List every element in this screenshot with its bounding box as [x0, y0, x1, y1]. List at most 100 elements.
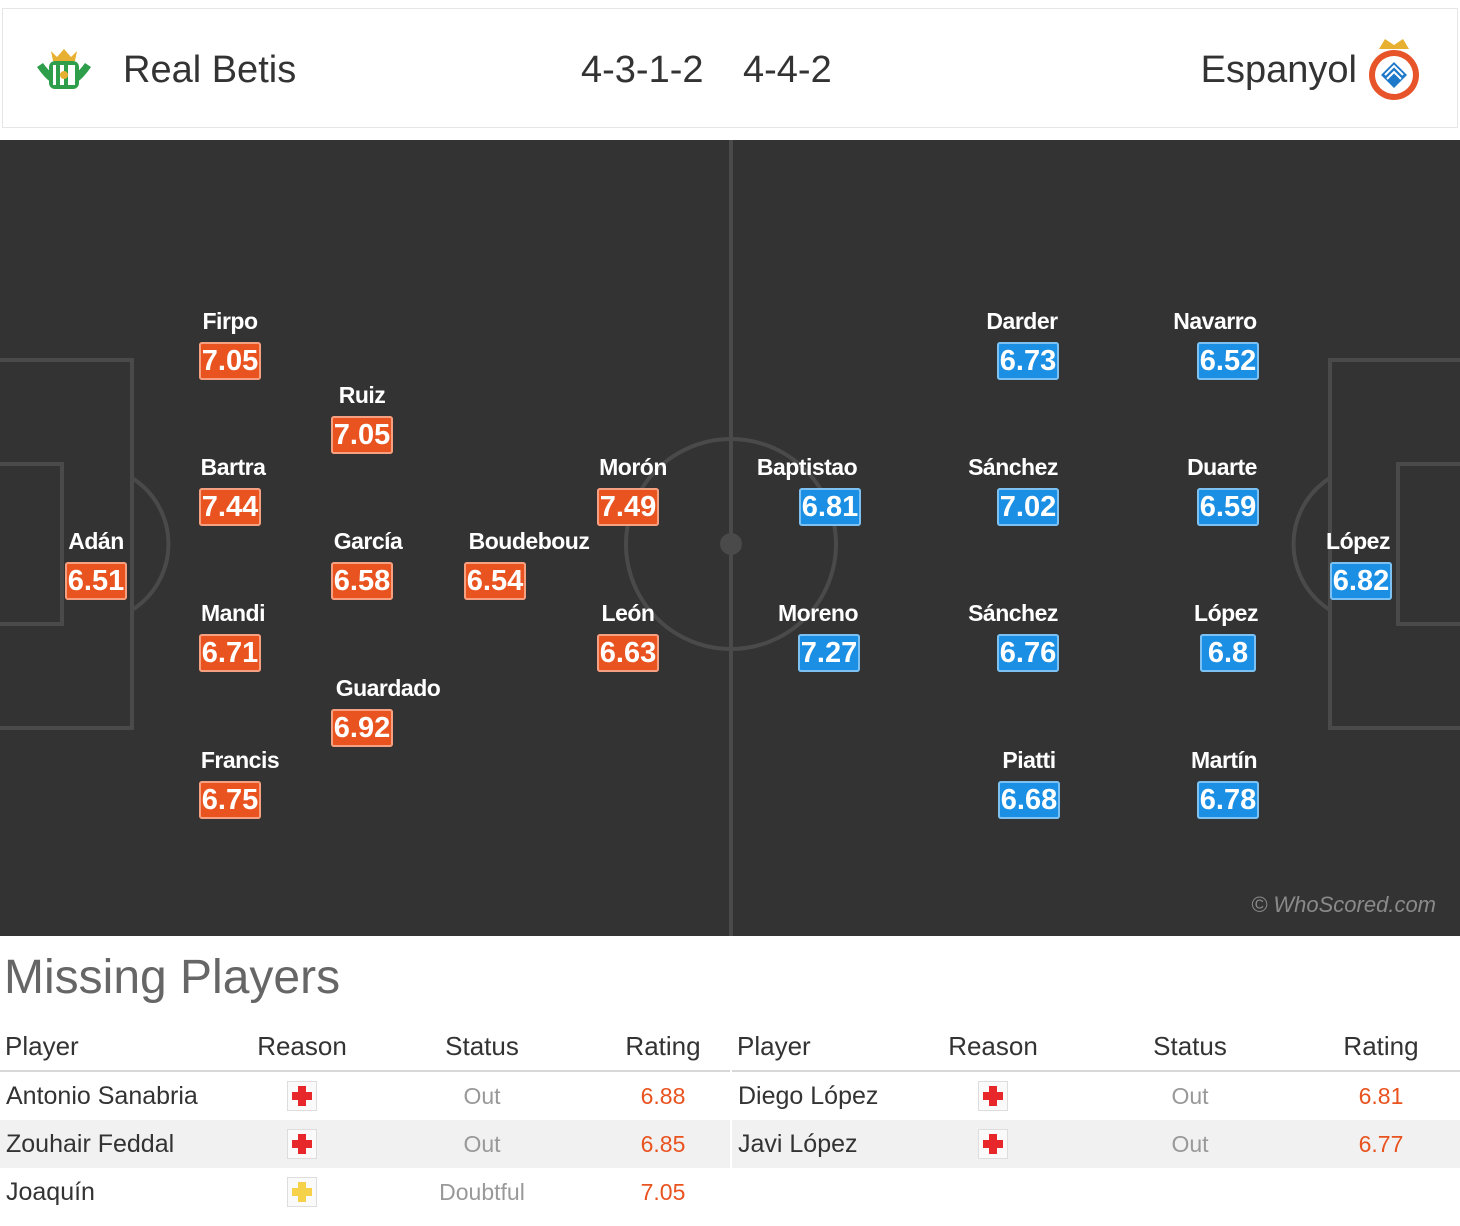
player-name[interactable]: Ruiz [338, 382, 386, 408]
player-rating: 6.8 [1200, 634, 1256, 672]
missing-status: Out [1171, 1082, 1209, 1109]
player-rating: 7.49 [596, 488, 660, 526]
player-rating: 7.05 [198, 342, 262, 380]
home-player[interactable]: Boudebouz 6.54 [449, 528, 609, 600]
away-team-name[interactable]: Espanyol [1200, 49, 1357, 91]
reason-cell [908, 1071, 1078, 1120]
player-rating: 6.73 [996, 342, 1060, 380]
player-name[interactable]: López [1326, 528, 1390, 554]
home-player[interactable]: Francis 6.75 [160, 747, 320, 819]
pitch: Firpo 7.05 Ruiz 7.05 Bartra 7.44 Morón 7.49 Adán… [0, 140, 1460, 936]
player-rating: 6.81 [798, 488, 862, 526]
missing-rating: 7.05 [640, 1178, 686, 1205]
match-header: Real Betis 4-3-1-2 4-4-2 Espanyol [2, 8, 1458, 128]
reason-cell [236, 1120, 368, 1168]
player-rating: 6.71 [198, 634, 262, 672]
away-player[interactable]: Darder 6.73 [942, 308, 1102, 380]
injury-cross-icon[interactable] [978, 1081, 1008, 1111]
player-name[interactable]: Duarte [1187, 454, 1257, 480]
away-missing-table: Player Reason Status Rating Diego López O… [732, 1022, 1460, 1168]
away-player[interactable]: Baptistao 6.81 [727, 454, 887, 526]
home-player[interactable]: Firpo 7.05 [150, 308, 310, 380]
missing-player-name[interactable]: Javi López [732, 1120, 908, 1168]
home-player[interactable]: Adán 6.51 [16, 528, 176, 600]
column-status: Status [1078, 1022, 1302, 1072]
player-name[interactable]: Adán [68, 528, 124, 554]
away-player[interactable]: Sánchez 7.02 [933, 454, 1093, 526]
away-player[interactable]: Piatti 6.68 [949, 747, 1109, 819]
player-name[interactable]: Bartra [200, 454, 266, 480]
home-player[interactable]: Mandi 6.71 [153, 600, 313, 672]
column-reason: Reason [908, 1022, 1078, 1072]
player-name[interactable]: Boudebouz [468, 528, 590, 554]
player-rating: 6.59 [1196, 488, 1260, 526]
player-name[interactable]: Darder [986, 308, 1058, 334]
column-player: Player [0, 1022, 236, 1072]
home-player[interactable]: Morón 7.49 [553, 454, 713, 526]
reason-cell [908, 1120, 1078, 1168]
reason-cell [236, 1071, 368, 1120]
player-rating: 6.82 [1329, 562, 1393, 600]
player-rating: 7.05 [330, 416, 394, 454]
player-name[interactable]: Guardado [335, 675, 441, 701]
injury-cross-icon[interactable] [978, 1129, 1008, 1159]
home-player[interactable]: León 6.63 [548, 600, 708, 672]
player-rating: 7.27 [797, 634, 861, 672]
player-name[interactable]: Baptistao [756, 454, 858, 480]
player-name[interactable]: Morón [599, 454, 667, 480]
player-rating: 6.92 [330, 709, 394, 747]
player-name[interactable]: Navarro [1173, 308, 1257, 334]
away-formation: 4-4-2 [743, 49, 832, 91]
table-row: Joaquín Doubtful 7.05 [0, 1168, 730, 1216]
injury-cross-icon[interactable] [287, 1081, 317, 1111]
player-rating: 6.76 [996, 634, 1060, 672]
missing-status: Doubtful [439, 1178, 525, 1205]
home-player[interactable]: Ruiz 7.05 [282, 382, 442, 454]
away-player[interactable]: Navarro 6.52 [1135, 308, 1295, 380]
missing-rating: 6.81 [1358, 1082, 1404, 1109]
home-player[interactable]: García 6.58 [288, 528, 448, 600]
missing-player-name[interactable]: Diego López [738, 1081, 879, 1110]
column-rating: Rating [596, 1022, 730, 1072]
player-rating: 6.51 [64, 562, 128, 600]
away-player[interactable]: Duarte 6.59 [1142, 454, 1302, 526]
player-rating: 7.44 [198, 488, 262, 526]
missing-player-name[interactable]: Antonio Sanabria [6, 1081, 198, 1110]
column-rating: Rating [1302, 1022, 1460, 1072]
player-name[interactable]: Sánchez [968, 600, 1058, 626]
away-player[interactable]: Martín 6.78 [1144, 747, 1304, 819]
player-name[interactable]: Piatti [1002, 747, 1056, 773]
table-row: Javi López Out 6.77 [732, 1120, 1460, 1168]
player-name[interactable]: León [601, 600, 655, 626]
doubtful-cross-icon[interactable] [287, 1177, 317, 1207]
home-player[interactable]: Guardado 6.92 [308, 675, 468, 747]
pitch-lines [0, 140, 1460, 936]
away-player[interactable]: López 6.8 [1146, 600, 1306, 672]
home-player[interactable]: Bartra 7.44 [153, 454, 313, 526]
away-player[interactable]: Sánchez 6.76 [933, 600, 1093, 672]
player-name[interactable]: Mandi [201, 600, 265, 626]
injury-cross-icon[interactable] [287, 1129, 317, 1159]
player-rating: 6.75 [198, 781, 262, 819]
missing-player-name[interactable]: Zouhair Feddal [0, 1120, 236, 1168]
home-missing-table: Player Reason Status Rating Antonio Sana… [0, 1022, 730, 1216]
missing-rating: 6.85 [596, 1120, 730, 1168]
player-name[interactable]: Moreno [777, 600, 859, 626]
player-rating: 7.02 [996, 488, 1060, 526]
player-rating: 6.52 [1196, 342, 1260, 380]
player-rating: 6.78 [1196, 781, 1260, 819]
missing-status: Out [1078, 1120, 1302, 1168]
player-name[interactable]: García [333, 528, 403, 554]
away-player[interactable]: Moreno 7.27 [738, 600, 898, 672]
player-name[interactable]: Sánchez [968, 454, 1058, 480]
missing-player-name[interactable]: Joaquín [6, 1177, 95, 1206]
player-name[interactable]: Martín [1191, 747, 1258, 773]
away-player[interactable]: López 6.82 [1278, 528, 1438, 600]
home-team-name[interactable]: Real Betis [123, 49, 297, 91]
player-name[interactable]: Firpo [202, 308, 259, 334]
player-rating: 6.63 [596, 634, 660, 672]
player-name[interactable]: Francis [200, 747, 280, 773]
missing-status: Out [368, 1120, 596, 1168]
player-name[interactable]: López [1194, 600, 1258, 626]
missing-status: Out [463, 1082, 501, 1109]
